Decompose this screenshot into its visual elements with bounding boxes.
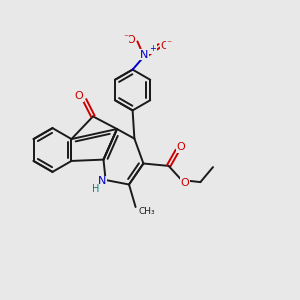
Text: ⁻: ⁻ <box>166 39 171 49</box>
Text: ⁻: ⁻ <box>123 33 129 43</box>
Text: O: O <box>75 91 84 101</box>
Text: CH₃: CH₃ <box>139 207 155 216</box>
Text: N: N <box>98 176 106 187</box>
Text: H: H <box>92 184 99 194</box>
Text: O: O <box>160 40 169 51</box>
Text: +: + <box>150 44 156 53</box>
Text: O: O <box>181 178 190 188</box>
Text: N: N <box>140 50 148 60</box>
Text: O: O <box>176 142 185 152</box>
Text: O: O <box>126 35 135 45</box>
